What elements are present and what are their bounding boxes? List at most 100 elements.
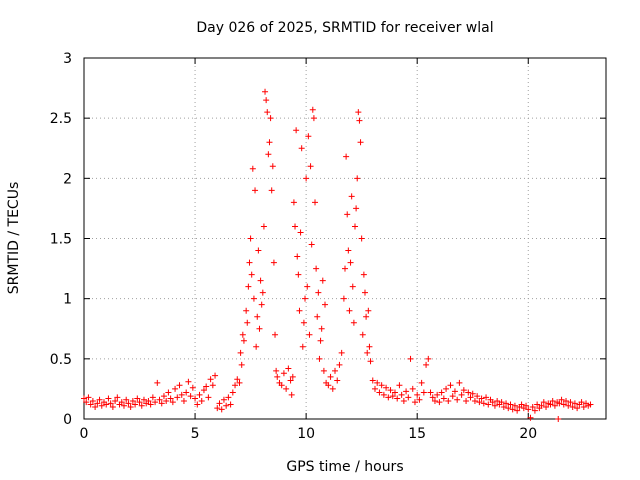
- data-point: [509, 406, 516, 413]
- data-point: [569, 403, 576, 410]
- data-point: [272, 331, 279, 338]
- data-point: [239, 331, 246, 338]
- data-point: [451, 388, 458, 395]
- data-point: [160, 393, 167, 400]
- data-point: [257, 277, 264, 284]
- data-point: [567, 399, 574, 406]
- data-point: [299, 343, 306, 350]
- data-point: [420, 389, 427, 396]
- data-point: [494, 397, 501, 404]
- data-point: [314, 313, 321, 320]
- data-point: [290, 199, 297, 206]
- data-point: [463, 397, 470, 404]
- data-point: [361, 289, 368, 296]
- data-point: [165, 389, 172, 396]
- data-point: [465, 389, 472, 396]
- data-point: [318, 325, 325, 332]
- data-point: [288, 391, 295, 398]
- data-point: [247, 235, 254, 242]
- tick-labels: 0 5 10 15 20 0 0.5 1 1.5 2 2.5 3: [50, 51, 537, 442]
- data-point: [306, 331, 313, 338]
- data-point: [327, 373, 334, 380]
- data-point: [292, 223, 299, 230]
- data-point: [471, 397, 478, 404]
- data-point: [407, 355, 414, 362]
- data-point: [556, 400, 563, 407]
- data-point: [309, 106, 316, 113]
- data-point: [353, 205, 360, 212]
- data-point: [200, 387, 207, 394]
- data-point: [107, 400, 114, 407]
- data-point: [467, 394, 474, 401]
- data-point: [112, 397, 119, 404]
- data-point: [252, 187, 259, 194]
- x-tick-label: 20: [519, 426, 537, 442]
- data-point: [343, 153, 350, 160]
- data-point: [320, 367, 327, 374]
- data-point: [480, 400, 487, 407]
- data-point: [223, 402, 230, 409]
- data-point: [319, 277, 326, 284]
- data-point: [243, 307, 250, 314]
- data-point: [403, 388, 410, 395]
- data-point: [169, 399, 176, 406]
- data-point: [571, 400, 578, 407]
- data-point: [483, 394, 490, 401]
- data-point: [354, 175, 361, 182]
- data-point: [380, 391, 387, 398]
- data-point: [527, 414, 534, 421]
- data-point: [391, 389, 398, 396]
- data-point: [232, 382, 239, 389]
- data-point: [92, 403, 99, 410]
- data-point: [152, 399, 159, 406]
- data-point: [547, 401, 554, 408]
- data-point: [325, 382, 332, 389]
- data-point: [87, 401, 94, 408]
- data-point: [293, 127, 300, 134]
- data-point: [363, 313, 370, 320]
- x-tick-label: 10: [297, 426, 315, 442]
- data-point: [94, 400, 101, 407]
- data-point: [248, 271, 255, 278]
- data-point: [396, 382, 403, 389]
- data-point: [460, 387, 467, 394]
- data-point: [260, 223, 267, 230]
- data-point: [345, 247, 352, 254]
- data-point: [253, 343, 260, 350]
- data-point: [198, 397, 205, 404]
- data-point: [358, 235, 365, 242]
- data-point: [317, 337, 324, 344]
- data-point: [374, 379, 381, 386]
- data-point: [531, 407, 538, 414]
- data-point: [558, 396, 565, 403]
- data-point: [376, 389, 383, 396]
- data-point: [237, 349, 244, 356]
- data-point: [267, 115, 274, 122]
- data-point: [154, 379, 161, 386]
- data-point: [525, 406, 532, 413]
- data-point: [322, 301, 329, 308]
- data-point: [209, 382, 216, 389]
- data-point: [89, 397, 96, 404]
- data-point: [240, 337, 247, 344]
- data-point: [445, 397, 452, 404]
- data-point: [294, 253, 301, 260]
- data-point: [344, 211, 351, 218]
- data-point: [414, 391, 421, 398]
- data-point: [109, 403, 116, 410]
- data-point: [360, 271, 367, 278]
- data-point: [189, 384, 196, 391]
- data-point: [454, 396, 461, 403]
- data-point: [134, 395, 141, 402]
- y-tick-label: 0.5: [50, 352, 72, 368]
- data-point: [183, 389, 190, 396]
- data-point: [578, 399, 585, 406]
- data-point: [303, 175, 310, 182]
- data-point: [405, 394, 412, 401]
- data-point: [225, 394, 232, 401]
- data-point: [105, 395, 112, 402]
- y-tick-label: 3: [63, 51, 72, 67]
- data-point: [447, 382, 454, 389]
- data-point: [425, 355, 432, 362]
